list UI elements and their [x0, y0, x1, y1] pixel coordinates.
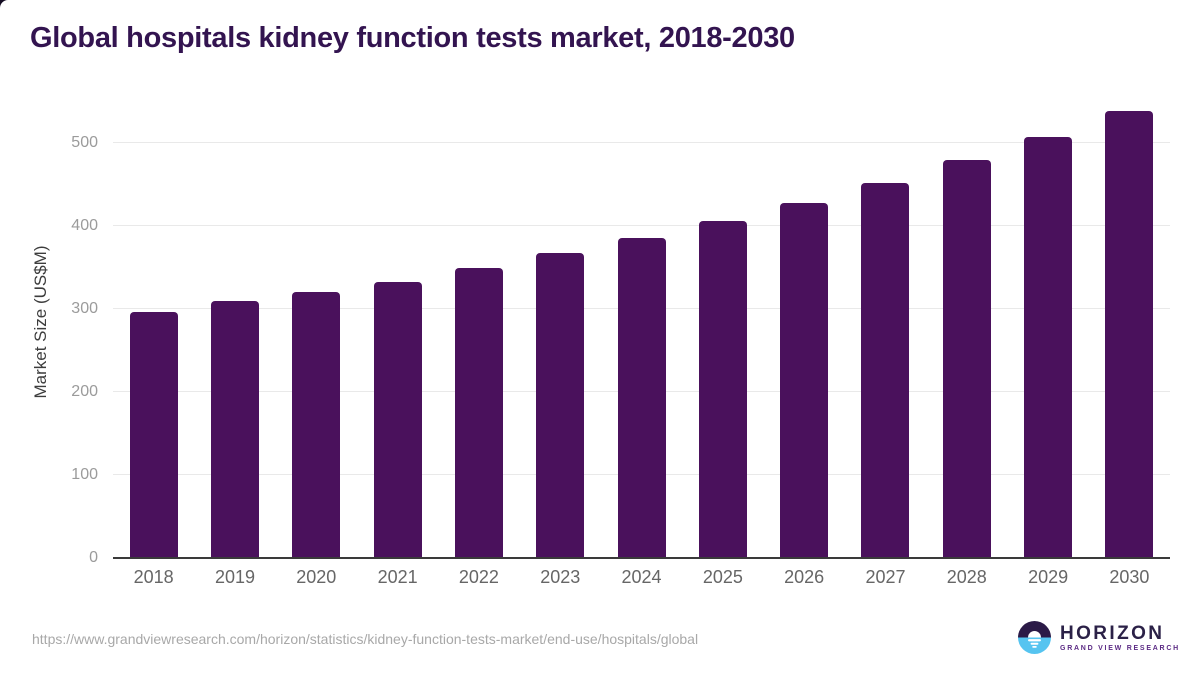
x-tick-label-2019: 2019: [214, 567, 255, 587]
bar-2022[interactable]: [454, 268, 503, 558]
y-tick-label: 200: [71, 383, 98, 400]
x-axis-line: [113, 557, 1170, 559]
bar-slot-2030: [1089, 111, 1170, 558]
y-tick-label: 300: [71, 300, 98, 317]
bar-2029[interactable]: [1024, 137, 1073, 558]
bar-2019[interactable]: [210, 300, 259, 558]
bar-slot-2021: [357, 143, 438, 558]
bar-2028[interactable]: [942, 160, 991, 558]
gridline-400: [113, 225, 1170, 226]
y-tick-label: 0: [89, 549, 98, 566]
y-tick-label: 500: [71, 134, 98, 151]
bar-slot-2026: [764, 143, 845, 558]
horizon-logo: HORIZON GRAND VIEW RESEARCH: [1018, 621, 1180, 654]
logo-text: HORIZON GRAND VIEW RESEARCH: [1060, 624, 1180, 652]
bar-slot-2023: [520, 143, 601, 558]
bar-2027[interactable]: [861, 182, 910, 558]
bar-slot-2019: [194, 143, 275, 558]
x-tick-label-2028: 2028: [946, 567, 987, 587]
plot-area: [113, 111, 1170, 558]
bar-2025[interactable]: [698, 221, 747, 558]
x-tick-label-2025: 2025: [702, 567, 743, 587]
source-url[interactable]: https://www.grandviewresearch.com/horizo…: [32, 631, 699, 647]
bar-2026[interactable]: [780, 202, 829, 558]
bar-slot-2028: [926, 143, 1007, 558]
corner-artifact: [0, 0, 8, 8]
x-tick-label-2018: 2018: [133, 567, 174, 587]
bar-slot-2022: [438, 143, 519, 558]
x-axis-tick-labels: 2018 2019 2020 2021 2022 2023 2024 2025 2026 2027…: [113, 567, 1170, 588]
bar-2021[interactable]: [373, 282, 422, 558]
bar-2023[interactable]: [536, 253, 585, 558]
gridline-500: [113, 142, 1170, 143]
logo-wordmark: HORIZON: [1060, 622, 1165, 644]
bar-slot-2024: [601, 143, 682, 558]
y-tick-label: 400: [71, 217, 98, 234]
x-tick-label-2030: 2030: [1109, 567, 1150, 587]
bar-slot-2018: [113, 143, 194, 558]
x-tick-label-2021: 2021: [377, 567, 418, 587]
x-tick-label-2029: 2029: [1028, 567, 1069, 587]
page-title: Global hospitals kidney function tests m…: [30, 22, 795, 54]
bar-2020[interactable]: [292, 291, 341, 558]
x-tick-label-2022: 2022: [458, 567, 499, 587]
bar-2024[interactable]: [617, 238, 666, 558]
x-tick-label-2023: 2023: [540, 567, 581, 587]
bar-2018[interactable]: [129, 311, 178, 558]
x-tick-label-2020: 2020: [296, 567, 337, 587]
bar-slot-2020: [276, 143, 357, 558]
bars-container: [113, 111, 1170, 558]
y-axis-tick-labels: 0 100 200 300 400 500: [0, 134, 98, 566]
bar-slot-2025: [682, 143, 763, 558]
y-tick-label: 100: [71, 466, 98, 483]
bar-2030[interactable]: [1105, 111, 1154, 558]
x-tick-label-2026: 2026: [784, 567, 825, 587]
x-tick-label-2024: 2024: [621, 567, 662, 587]
bar-slot-2029: [1007, 137, 1088, 558]
logo-subtitle: GRAND VIEW RESEARCH: [1060, 644, 1180, 652]
x-tick-label-2027: 2027: [865, 567, 906, 587]
horizon-sun-icon: [1018, 621, 1051, 654]
bar-slot-2027: [845, 143, 926, 558]
